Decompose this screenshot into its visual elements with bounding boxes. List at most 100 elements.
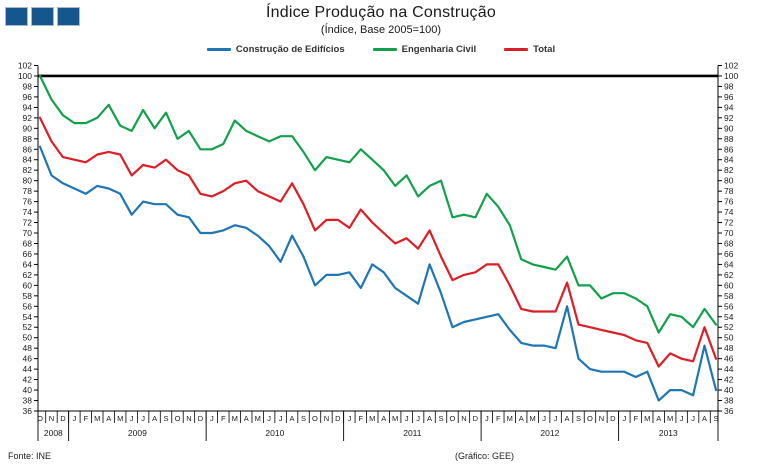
y-tick-label-left: 58 [23, 291, 33, 301]
y-tick-label-right: 36 [724, 406, 734, 416]
year-label: 2012 [540, 428, 559, 438]
month-label: J [210, 414, 214, 423]
series-line-total [38, 116, 718, 368]
legend-swatch [372, 48, 397, 51]
y-tick-label-right: 98 [724, 81, 734, 91]
credit-label: (Gráfico: GEE) [455, 451, 515, 461]
month-label: F [496, 414, 501, 423]
y-tick-label-left: 100 [18, 71, 32, 81]
y-tick-label-right: 92 [724, 113, 734, 123]
y-tick-label-right: 40 [724, 385, 734, 395]
y-tick-label-right: 86 [724, 144, 734, 154]
month-label: N [461, 414, 466, 423]
y-tick-label-right: 58 [724, 291, 734, 301]
y-tick-label-left: 40 [23, 385, 33, 395]
month-label: O [175, 414, 181, 423]
logo [5, 7, 80, 26]
legend-swatch [206, 48, 231, 51]
y-tick-label-right: 46 [724, 354, 734, 364]
y-tick-label-right: 84 [724, 155, 734, 165]
year-label: 2009 [128, 428, 147, 438]
month-label: A [427, 414, 432, 423]
y-tick-label-left: 36 [23, 406, 33, 416]
chart-header: Índice Produção na Construção (Índice, B… [0, 4, 762, 36]
y-tick-label-left: 60 [23, 280, 33, 290]
y-tick-label-left: 96 [23, 92, 33, 102]
month-label: J [267, 414, 271, 423]
month-label: J [622, 414, 626, 423]
legend-item: Construção de Edifícios [206, 44, 345, 55]
month-label: A [702, 414, 707, 423]
y-tick-label-right: 72 [724, 218, 734, 228]
y-tick-label-right: 50 [724, 333, 734, 343]
month-label: D [335, 414, 341, 423]
y-tick-label-left: 84 [23, 155, 33, 165]
y-tick-label-left: 78 [23, 186, 33, 196]
y-tick-label-left: 54 [23, 312, 33, 322]
month-label: M [644, 414, 650, 423]
month-label: D [610, 414, 616, 423]
month-label: S [301, 414, 306, 423]
y-tick-label-right: 38 [724, 396, 734, 406]
y-tick-label-right: 56 [724, 301, 734, 311]
y-tick-label-right: 60 [724, 280, 734, 290]
y-tick-label-right: 66 [724, 249, 734, 259]
series-line-construcao-de-edificios [38, 145, 718, 402]
month-label: J [72, 414, 76, 423]
legend-label: Total [533, 44, 556, 55]
y-tick-label-right: 52 [724, 322, 734, 332]
month-label: J [130, 414, 134, 423]
month-label: A [106, 414, 111, 423]
y-tick-label-right: 78 [724, 186, 734, 196]
year-label: 2008 [44, 428, 63, 438]
month-label: J [416, 414, 420, 423]
y-tick-label-right: 48 [724, 343, 734, 353]
month-label: A [152, 414, 157, 423]
source-label: Fonte: INE [8, 451, 52, 461]
month-label: A [519, 414, 524, 423]
y-tick-label-left: 50 [23, 333, 33, 343]
chart-legend: Construção de Edifícios Engenharia Civil T… [0, 44, 762, 55]
y-tick-label-left: 66 [23, 249, 33, 259]
month-label: F [221, 414, 226, 423]
month-label: M [232, 414, 238, 423]
logo-square [5, 7, 28, 26]
year-label: 2013 [659, 428, 678, 438]
y-tick-label-right: 44 [724, 364, 734, 374]
y-tick-label-right: 80 [724, 176, 734, 186]
month-label: J [554, 414, 558, 423]
month-label: F [633, 414, 638, 423]
y-tick-label-left: 94 [23, 102, 33, 112]
y-tick-label-left: 86 [23, 144, 33, 154]
month-label: J [347, 414, 351, 423]
y-tick-label-left: 90 [23, 123, 33, 133]
month-label: D [60, 414, 66, 423]
month-label: N [49, 414, 54, 423]
month-label: M [117, 414, 123, 423]
month-label: M [530, 414, 536, 423]
month-label: A [656, 414, 661, 423]
y-tick-label-right: 68 [724, 238, 734, 248]
year-label: 2010 [265, 428, 284, 438]
month-label: N [324, 414, 329, 423]
month-label: S [713, 414, 718, 423]
y-tick-label-left: 44 [23, 364, 33, 374]
month-label: S [576, 414, 581, 423]
y-tick-label-right: 88 [724, 134, 734, 144]
y-tick-label-left: 76 [23, 197, 33, 207]
month-label: O [312, 414, 318, 423]
month-label: A [290, 414, 295, 423]
month-label: D [473, 414, 479, 423]
page-title: Índice Produção na Construção [266, 4, 496, 21]
y-tick-label-left: 72 [23, 218, 33, 228]
month-label: A [565, 414, 570, 423]
y-tick-label-right: 74 [724, 207, 734, 217]
y-tick-label-left: 38 [23, 396, 33, 406]
series-line-engenharia-civil [38, 74, 718, 334]
y-tick-label-left: 68 [23, 238, 33, 248]
y-tick-label-right: 76 [724, 197, 734, 207]
y-tick-label-right: 64 [724, 259, 734, 269]
y-tick-label-left: 42 [23, 375, 33, 385]
